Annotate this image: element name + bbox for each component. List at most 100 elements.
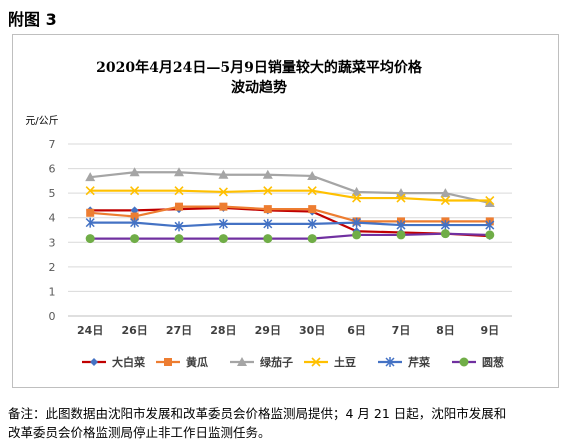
x-tick-label: 9日 xyxy=(480,324,499,337)
x-tick-label: 28日 xyxy=(210,324,236,337)
legend-swatch-marker xyxy=(237,357,247,366)
y-tick-label: 4 xyxy=(49,212,56,225)
data-point xyxy=(440,229,450,239)
data-point xyxy=(218,218,228,229)
data-point xyxy=(129,167,140,177)
data-point xyxy=(174,234,184,244)
series-3 xyxy=(85,167,495,207)
legend-swatch-marker xyxy=(311,357,321,367)
x-tick-label: 7日 xyxy=(392,324,411,337)
legend-label: 绿茄子 xyxy=(260,355,293,369)
series-6 xyxy=(85,229,495,244)
series-line xyxy=(90,206,490,238)
footnote-line-2: 改革委员会价格监测局停止非工作日监测任务。 xyxy=(8,425,271,440)
legend-item: 黄瓜 xyxy=(156,355,208,369)
data-point xyxy=(307,234,317,244)
y-tick-label: 1 xyxy=(49,285,56,298)
series-5 xyxy=(85,217,495,232)
x-tick-label: 6日 xyxy=(347,324,366,337)
legend-swatch-marker xyxy=(90,358,98,366)
legend-swatch-marker xyxy=(459,357,469,367)
data-point xyxy=(130,234,140,244)
y-tick-label: 7 xyxy=(49,138,56,151)
data-point xyxy=(130,212,139,221)
data-point xyxy=(263,186,273,196)
legend-item: 芹菜 xyxy=(378,355,431,369)
x-tick-label: 8日 xyxy=(436,324,455,337)
data-point xyxy=(130,206,139,215)
legend-swatch-marker xyxy=(385,357,395,367)
data-point xyxy=(85,217,95,228)
data-point xyxy=(263,234,273,244)
data-point xyxy=(262,169,273,179)
legend-item: 大白菜 xyxy=(82,355,146,369)
data-point xyxy=(86,208,95,217)
y-tick-label: 0 xyxy=(49,310,56,323)
legend-label: 圆葱 xyxy=(482,355,504,369)
data-point xyxy=(174,221,184,232)
series-line xyxy=(90,221,490,228)
data-point xyxy=(485,195,495,206)
y-axis-label: 元/公斤 xyxy=(25,115,58,127)
footnote: 备注：此图数据由沈阳市发展和改革委员会价格监测局提供；4 月 21 日起，沈阳市… xyxy=(8,404,563,442)
data-point xyxy=(263,218,273,229)
x-tick-label: 30日 xyxy=(299,324,325,337)
data-point xyxy=(352,193,362,203)
footnote-line-1: 备注：此图数据由沈阳市发展和改革委员会价格监测局提供；4 月 21 日起，沈阳市… xyxy=(8,406,507,421)
x-tick-label: 29日 xyxy=(255,324,281,337)
x-ticks: 24日 26日 27日 28日 29日 30日 6日 7日 8日 9日 xyxy=(77,324,499,337)
legend-label: 大白菜 xyxy=(112,355,146,369)
data-point xyxy=(440,195,450,206)
legend-swatch-marker xyxy=(164,358,172,366)
data-point xyxy=(218,234,228,244)
x-tick-label: 24日 xyxy=(77,324,103,337)
data-point xyxy=(219,202,228,211)
data-point xyxy=(85,172,96,182)
series-2 xyxy=(86,202,494,226)
series-line xyxy=(90,171,491,205)
y-ticks: 0 1 2 3 4 5 6 7 xyxy=(49,138,56,323)
series-line xyxy=(90,232,490,240)
x-tick-label: 26日 xyxy=(121,324,147,337)
data-point xyxy=(352,217,362,228)
chart-title-line1: 2020年4月24日—5月9日销量较大的蔬菜平均价格 xyxy=(96,59,423,76)
data-point xyxy=(440,188,451,198)
data-point xyxy=(218,187,228,197)
chart-title-line2: 波动趋势 xyxy=(231,79,287,96)
data-point xyxy=(130,186,140,196)
data-point xyxy=(307,186,317,196)
y-tick-label: 5 xyxy=(49,187,56,200)
series-line xyxy=(90,205,490,223)
figure-heading: 附图 3 xyxy=(8,10,57,29)
legend-label: 芹菜 xyxy=(408,355,431,369)
data-point xyxy=(85,234,95,244)
data-point xyxy=(396,220,406,231)
data-point xyxy=(307,218,317,229)
data-point xyxy=(308,205,317,214)
series-lines xyxy=(85,167,495,244)
legend: 大白菜 黄瓜 绿茄子 土豆 芹菜 圆葱 xyxy=(82,355,504,369)
legend-item: 圆葱 xyxy=(452,355,504,369)
y-tick-label: 6 xyxy=(49,163,56,176)
data-point xyxy=(352,230,362,240)
legend-label: 土豆 xyxy=(334,355,356,369)
series-4 xyxy=(85,186,495,206)
data-point xyxy=(174,167,184,177)
data-point xyxy=(440,220,450,231)
data-point xyxy=(485,220,495,231)
data-point xyxy=(351,186,362,196)
data-point xyxy=(130,217,140,228)
data-point xyxy=(484,197,495,207)
y-tick-label: 2 xyxy=(49,261,56,274)
data-point xyxy=(396,230,406,240)
series-line xyxy=(90,189,490,202)
data-point xyxy=(174,186,184,196)
data-point xyxy=(263,205,272,214)
x-tick-label: 27日 xyxy=(166,324,192,337)
data-point xyxy=(307,170,318,180)
data-point xyxy=(396,193,406,203)
legend-item: 绿茄子 xyxy=(230,355,293,369)
data-point xyxy=(485,230,495,240)
line-chart: 2020年4月24日—5月9日销量较大的蔬菜平均价格 波动趋势 元/公斤 0 1 2… xyxy=(25,59,512,369)
legend-label: 黄瓜 xyxy=(186,355,208,369)
